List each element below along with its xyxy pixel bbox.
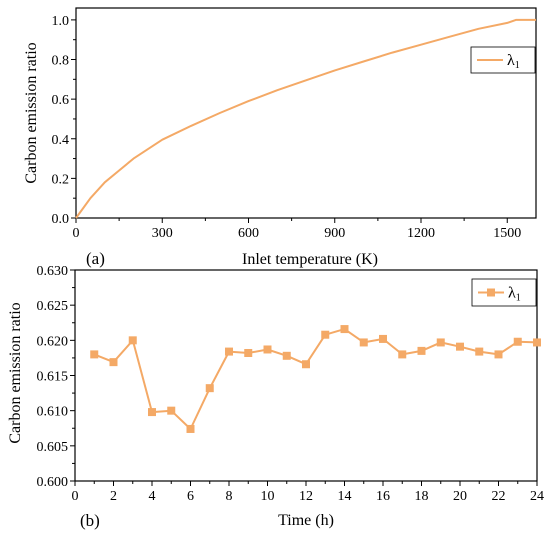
panel-a-x-tick-label: 300	[152, 226, 173, 241]
panel-b-data-point	[244, 348, 253, 357]
panel-b-x-tick-label: 6	[187, 489, 194, 504]
panel-b-xlabel: Time (h)	[278, 512, 334, 529]
panel-a-x-tick-label: 1200	[407, 226, 435, 241]
panel-b-data-point	[513, 337, 522, 346]
panel-b-data-point	[225, 347, 233, 356]
panel-a-y-tick-label: 0.0	[52, 212, 70, 227]
panel-b-legend-marker	[487, 288, 495, 297]
panel-b-series-line	[93, 328, 538, 430]
panel-b-data-point	[302, 360, 310, 369]
panel-b-x-tick-label: 24	[530, 489, 544, 504]
panel-b-x-tick-label: 2	[110, 489, 117, 504]
panel-b-x-tick-label: 20	[453, 489, 467, 504]
panel-b-x-tick-label: 16	[376, 489, 390, 504]
panel-a-series-line	[75, 18, 536, 219]
panel-a-y-tick-label: 0.6	[52, 93, 70, 108]
panel-b-ylabel: Carbon emission ratio	[7, 302, 24, 443]
panel-b-x-tick-label: 12	[299, 489, 313, 504]
panel-a-x-tick-label: 1500	[493, 226, 521, 241]
panel-a-x-tick-label: 0	[73, 226, 80, 241]
panel-a-ylabel: Carbon emission ratio	[23, 42, 40, 183]
panel-b-data-point	[263, 345, 272, 354]
panel-b-data-point	[494, 350, 503, 359]
panel-a-x-tick-label: 900	[324, 226, 345, 241]
panel-b-data-point	[359, 338, 368, 347]
panel-b-data-point	[167, 406, 176, 415]
panel-b-x-tick-label: 18	[415, 489, 429, 504]
panel-a-inlet-temperature-chart: Carbon emission ratio Inlet temperature …	[23, 7, 537, 268]
panel-b-data-point	[128, 336, 137, 345]
panel-b-data-point	[340, 325, 349, 334]
panel-b-data-point	[282, 351, 291, 360]
panel-a-y-tick-label: 0.8	[52, 54, 70, 69]
panel-b-data-point	[436, 338, 445, 347]
panel-a-label: (a)	[86, 249, 105, 268]
panel-b-data-point	[321, 330, 330, 339]
panel-a-xlabel: Inlet temperature (K)	[242, 251, 378, 268]
panel-b-y-tick-label: 0.630	[37, 264, 69, 279]
panel-b-data-point	[90, 350, 99, 359]
panel-b-y-tick-label: 0.605	[37, 440, 69, 455]
panel-b-y-tick-label: 0.600	[37, 475, 69, 490]
panel-b-data-point	[109, 358, 118, 367]
panel-b-y-tick-label: 0.615	[37, 370, 69, 385]
panel-b-x-tick-label: 14	[338, 489, 352, 504]
panel-b-x-tick-label: 4	[149, 489, 156, 504]
panel-b-data-point	[417, 346, 426, 355]
panel-b-data-point	[533, 338, 541, 347]
panel-b-data-point	[186, 424, 195, 433]
panel-b-data-point	[148, 408, 156, 417]
panel-b-y-tick-label: 0.620	[37, 334, 69, 349]
panel-b-data-point	[205, 384, 214, 393]
panel-b-x-tick-label: 22	[492, 489, 506, 504]
panel-b-y-tick-label: 0.610	[37, 405, 69, 420]
panel-b-label: (b)	[80, 511, 100, 530]
panel-b-data-point	[379, 334, 387, 343]
panel-b-y-tick-label: 0.625	[37, 299, 69, 314]
panel-b-x-tick-label: 10	[261, 489, 275, 504]
panel-b-x-tick-label: 8	[226, 489, 233, 504]
panel-b-plot-frame	[74, 269, 538, 482]
panel-a-y-tick-label: 0.2	[52, 172, 70, 187]
panel-a-y-tick-label: 1.0	[52, 14, 70, 29]
panel-b-data-point	[398, 350, 407, 359]
panel-b-data-point	[456, 342, 464, 351]
panel-a-y-tick-label: 0.4	[52, 133, 70, 148]
panel-b-data-point	[475, 347, 484, 356]
panel-a-plot-frame	[75, 7, 537, 219]
panel-a-x-tick-label: 600	[238, 226, 259, 241]
panel-b-x-tick-label: 0	[72, 489, 79, 504]
